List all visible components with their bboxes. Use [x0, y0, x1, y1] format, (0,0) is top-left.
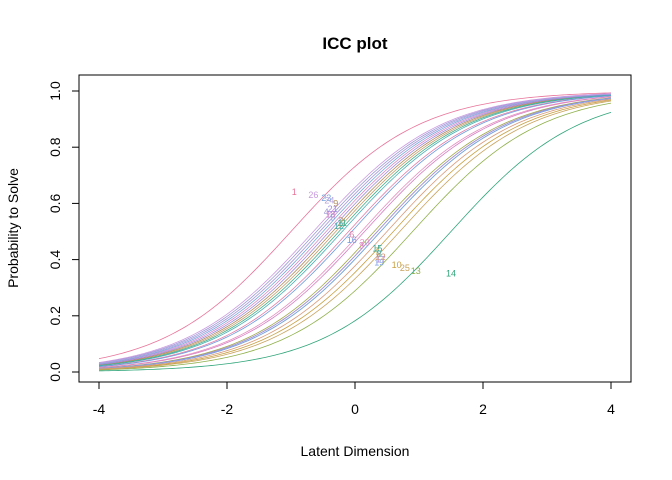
curve-label-24: 24 [324, 196, 334, 206]
curve-label-25: 25 [400, 263, 410, 273]
curve-label-11: 11 [338, 218, 347, 228]
icc-curve-1 [98, 92, 612, 360]
curve-label-26: 26 [308, 190, 318, 200]
icc-curve-17 [98, 97, 612, 369]
y-axis: 0.0 0.2 0.4 0.6 0.8 1.0 [47, 81, 80, 382]
y-tick-label: 1.0 [47, 81, 63, 101]
curves-group [98, 92, 612, 372]
curve-label-13: 13 [411, 266, 421, 276]
x-tick-label: 0 [351, 401, 359, 417]
icc-curve-15 [98, 97, 612, 369]
x-axis-title: Latent Dimension [301, 443, 410, 459]
icc-curve-7 [98, 97, 612, 369]
curve-label-20: 20 [360, 238, 370, 248]
curve-label-15: 15 [372, 243, 382, 253]
curve-label-2: 2 [338, 215, 343, 225]
y-tick-label: 0.6 [47, 193, 63, 213]
curve-label-6: 6 [349, 229, 354, 239]
icc-curve-8 [98, 98, 612, 369]
y-axis-title: Probability to Solve [5, 168, 21, 288]
icc-curve-9 [98, 94, 612, 366]
curve-label-17: 17 [376, 255, 386, 265]
curve-label-3: 3 [359, 241, 364, 251]
curve-label-1: 1 [292, 187, 297, 197]
curve-label-19: 19 [374, 257, 384, 267]
curve-label-10: 10 [392, 260, 402, 270]
x-axis: -4 -2 0 2 4 [93, 381, 615, 417]
x-tick-label: -4 [93, 401, 106, 417]
icc-curve-21 [98, 94, 612, 365]
icc-curve-10 [98, 99, 612, 370]
icc-curve-26 [98, 93, 612, 363]
curve-label-22: 22 [376, 252, 386, 262]
curve-label-4: 4 [324, 207, 329, 217]
y-tick-label: 0.4 [47, 250, 63, 270]
x-tick-label: 2 [479, 401, 487, 417]
icc-curve-13 [98, 102, 612, 371]
icc-curve-5 [98, 93, 612, 364]
curve-label-12: 12 [334, 221, 344, 231]
curve-label-23: 23 [321, 193, 331, 203]
x-tick-label: 4 [607, 401, 615, 417]
icc-curve-22 [98, 98, 612, 370]
y-tick-label: 0.2 [47, 306, 63, 326]
icc-curve-19 [98, 98, 612, 369]
x-tick-label: -2 [221, 401, 234, 417]
icc-curve-23 [98, 93, 612, 365]
icc-curve-4 [98, 93, 612, 364]
icc-curve-6 [98, 95, 612, 367]
curve-label-7: 7 [375, 246, 380, 256]
curve-label-21: 21 [328, 204, 338, 214]
y-tick-label: 0.8 [47, 137, 63, 157]
curve-label-14: 14 [446, 269, 456, 279]
icc-curve-25 [98, 100, 612, 370]
curve-label-5: 5 [330, 212, 335, 222]
icc-curve-11 [98, 94, 612, 366]
icc-curve-14 [98, 111, 612, 372]
icc-curve-3 [98, 96, 612, 369]
y-tick-label: 0.0 [47, 362, 63, 382]
icc-curve-12 [98, 94, 612, 367]
curve-label-8: 8 [377, 249, 382, 259]
icc-curve-20 [98, 96, 612, 368]
icc-curve-18 [98, 93, 612, 365]
chart-title: ICC plot [322, 34, 387, 53]
curve-label-18: 18 [326, 210, 336, 220]
icc-curve-24 [98, 93, 612, 364]
curve-label-9: 9 [333, 198, 338, 208]
curve-label-16: 16 [347, 235, 357, 245]
icc-curve-16 [98, 95, 612, 368]
icc-curve-2 [98, 94, 612, 366]
